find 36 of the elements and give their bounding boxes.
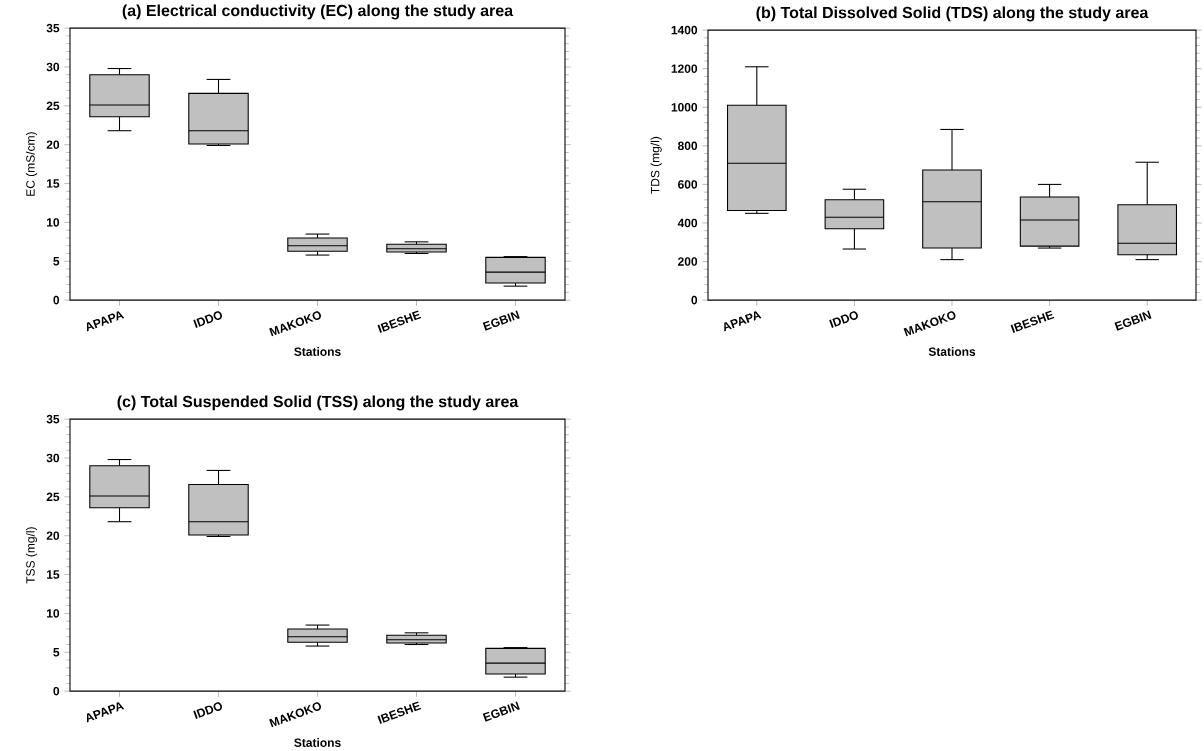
y-tick-label: 30 (46, 62, 60, 72)
y-tick-label: 25 (46, 101, 60, 110)
y-tick-label: 0 (691, 295, 698, 305)
x-tick-label: IDDO (193, 311, 222, 328)
y-tick-label: 1200 (671, 64, 698, 73)
y-tick-label: 200 (678, 257, 698, 266)
x-tick-label: IDDO (829, 311, 858, 328)
x-axis-title: Stations (928, 346, 976, 356)
y-tick-label: 30 (46, 453, 60, 463)
y-tick-label: 1000 (671, 102, 698, 112)
chart-title: (b) Total Dissolved Solid (TDS) along the study area (756, 6, 1149, 22)
y-tick-label: 25 (46, 492, 60, 501)
y-tick-label: 800 (677, 141, 698, 150)
y-tick-label: 0 (53, 686, 60, 696)
x-axis-title: Stations (294, 737, 341, 747)
y-tick-label: 1400 (671, 25, 698, 35)
y-tick-label: 10 (47, 217, 60, 227)
y-axis-title: TSS (mg/l) (25, 527, 38, 584)
y-tick-label: 15 (47, 179, 60, 188)
y-tick-label: 20 (46, 140, 60, 149)
y-axis-title: TDS (mg/l) (650, 136, 662, 194)
x-axis-title: Stations (294, 346, 341, 356)
x-tick-label: IDDO (193, 702, 222, 719)
chart-title: (a) Electrical conductivity (EC) along the study area (122, 4, 514, 20)
y-tick-label: 35 (46, 414, 60, 424)
y-tick-label: 15 (47, 570, 60, 579)
chart-title: (c) Total Suspended Solid (TSS) along the study area (117, 395, 519, 411)
y-tick-label: 5 (53, 256, 60, 266)
y-tick-label: 0 (53, 295, 60, 305)
y-tick-label: 10 (47, 608, 60, 618)
y-tick-label: 20 (46, 531, 60, 540)
y-tick-label: 600 (678, 179, 698, 189)
y-tick-label: 400 (677, 218, 698, 228)
y-axis-title: EC (mS/cm) (25, 132, 38, 196)
y-tick-label: 35 (46, 23, 60, 33)
y-tick-label: 5 (53, 647, 60, 657)
